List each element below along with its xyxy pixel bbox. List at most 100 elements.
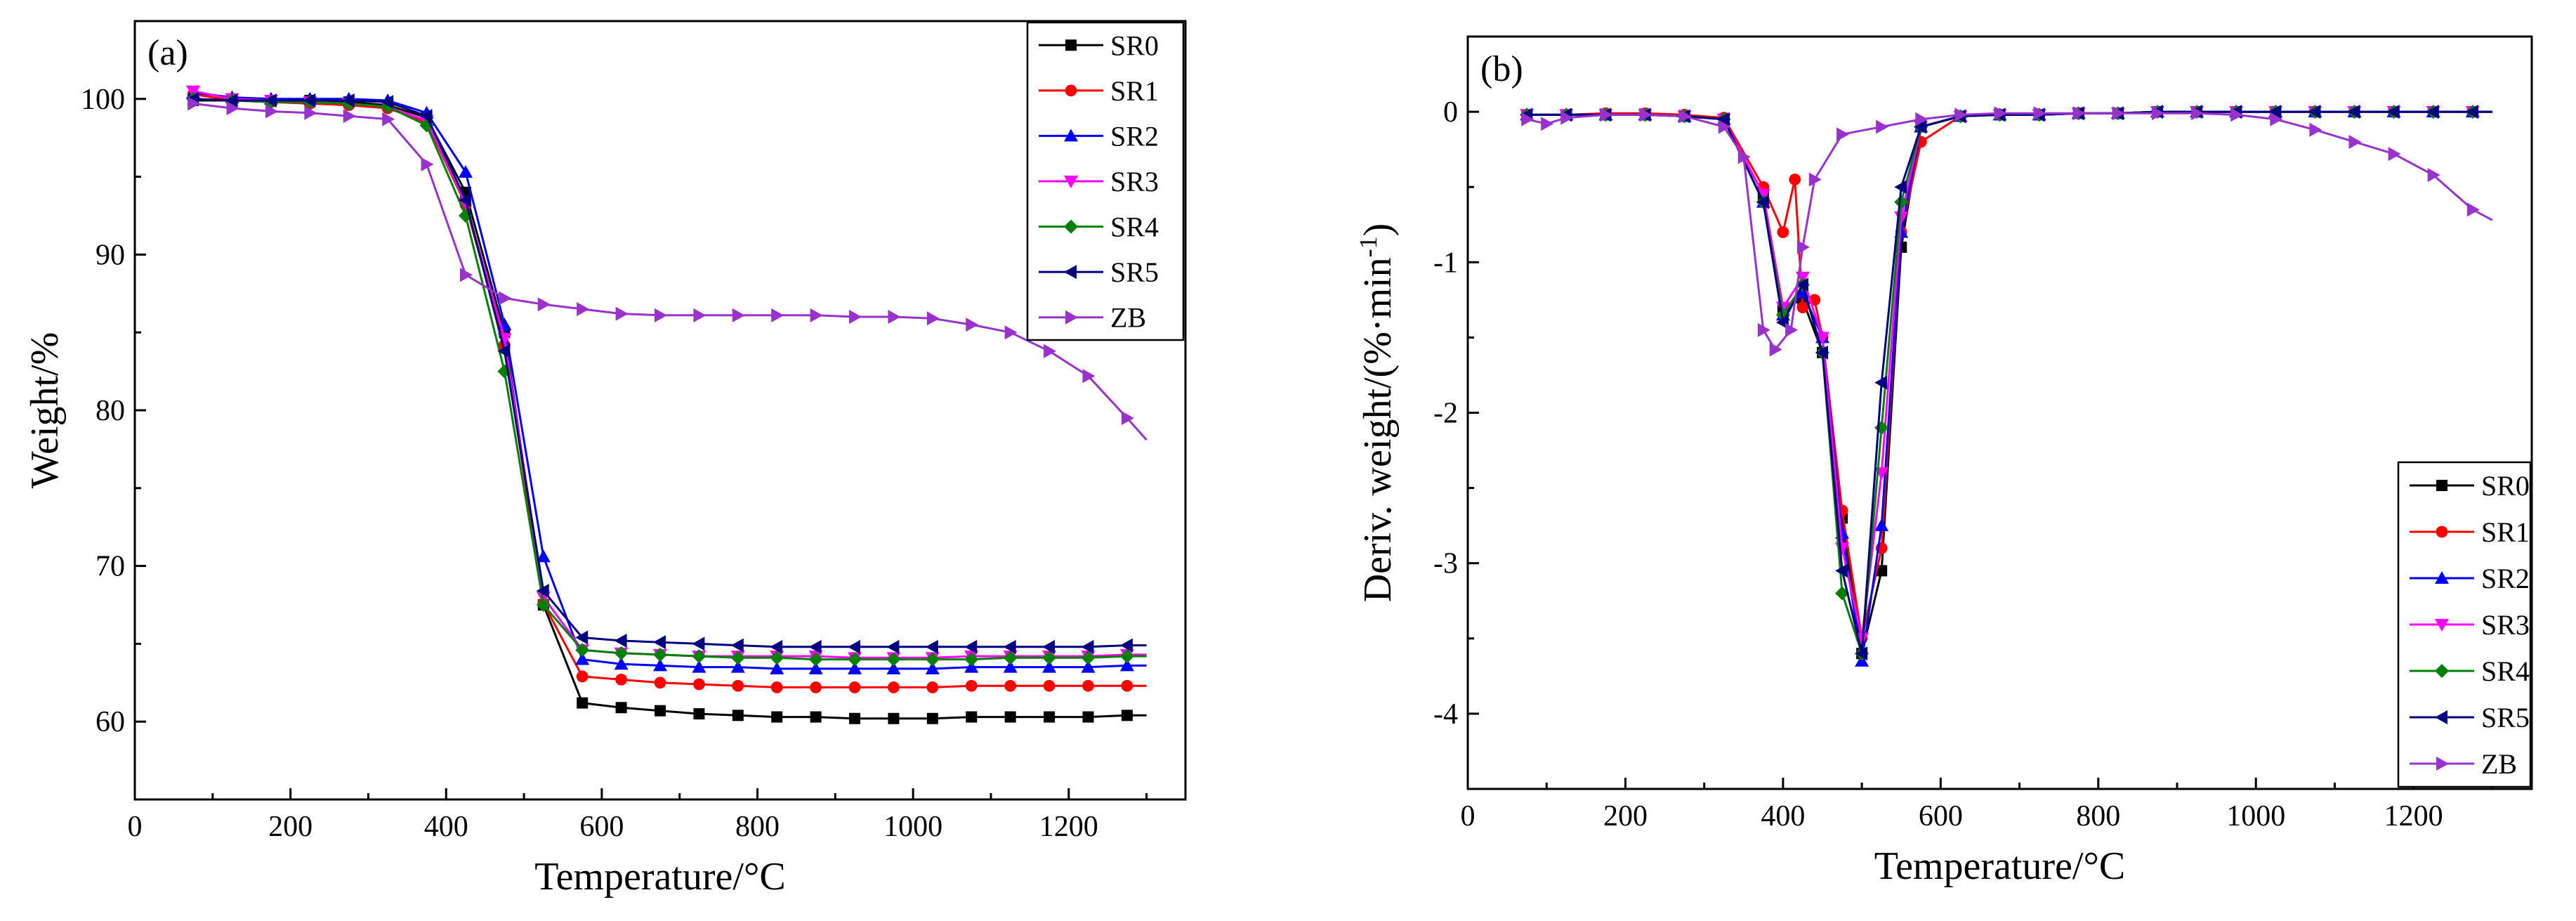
legend-label-SR4: SR4 xyxy=(1110,211,1159,243)
data-point-SR5 xyxy=(1756,195,1769,209)
data-point-ZB xyxy=(2270,112,2283,126)
data-point-SR4 xyxy=(1003,651,1018,665)
legend-marker-ZB xyxy=(2436,757,2449,771)
x-tick-label: 400 xyxy=(424,811,468,843)
series-line-SR2 xyxy=(192,91,1147,670)
data-point-SR5 xyxy=(2465,105,2478,119)
data-point-SR5 xyxy=(653,635,666,650)
data-point-ZB xyxy=(577,301,590,316)
data-point-SR5 xyxy=(848,639,861,654)
y-tick-label: -2 xyxy=(1433,398,1458,430)
series-line-SR0 xyxy=(193,99,1147,720)
data-point-SR3 xyxy=(186,85,201,98)
data-point-ZB xyxy=(1541,117,1554,131)
data-point-SR4 xyxy=(536,598,551,612)
data-point-SR2 xyxy=(1042,660,1057,673)
data-point-SR1 xyxy=(1121,679,1133,692)
data-point-SR2 xyxy=(1119,658,1134,672)
data-point-SR2 xyxy=(575,652,590,665)
x-tick-label: 400 xyxy=(1761,800,1805,832)
legend-label-ZB: ZB xyxy=(2481,748,2517,780)
data-point-SR1 xyxy=(810,681,822,693)
data-point-ZB xyxy=(2388,147,2401,162)
data-point-SR0 xyxy=(810,711,822,723)
data-point-ZB xyxy=(2348,134,2362,149)
data-point-SR5 xyxy=(2308,105,2321,119)
data-point-SR2 xyxy=(653,658,667,672)
data-point-ZB xyxy=(1915,112,1928,126)
data-point-ZB xyxy=(693,308,707,322)
data-point-SR5 xyxy=(808,639,822,654)
data-point-ZB xyxy=(2112,106,2125,121)
data-point-SR5 xyxy=(1081,639,1094,654)
data-point-ZB xyxy=(810,308,823,322)
data-point-SR5 xyxy=(458,192,471,207)
data-point-ZB xyxy=(2151,106,2164,121)
data-point-SR1 xyxy=(1004,679,1017,692)
series-line-SR3 xyxy=(1527,110,2492,640)
series-SR4 xyxy=(1520,105,2492,661)
data-point-SR5 xyxy=(1716,112,1730,126)
data-point-ZB xyxy=(1808,172,1822,187)
data-point-SR2 xyxy=(808,661,823,674)
data-point-SR0 xyxy=(771,711,783,723)
data-point-ZB xyxy=(1769,342,1782,357)
data-point-SR5 xyxy=(730,638,744,653)
data-point-SR5 xyxy=(1042,639,1056,654)
chart-panel-b: 0 200 400 600 800 1000 1200 0 -1 -2 -3 -4 Temperatur… xyxy=(1354,35,2533,888)
x-axis-title: Temperature/°C xyxy=(1874,844,2125,888)
series-line-ZB xyxy=(192,102,1148,441)
legend-label-ZB: ZB xyxy=(1110,302,1146,334)
series-SR4 xyxy=(186,91,1147,667)
data-point-SR2 xyxy=(536,549,551,563)
data-point-SR5 xyxy=(1835,563,1848,578)
data-point-SR5 xyxy=(263,93,277,108)
data-point-SR1 xyxy=(965,679,978,692)
y-tick-label: 100 xyxy=(81,84,125,116)
y-tick-label: 60 xyxy=(96,706,125,738)
data-point-ZB xyxy=(1082,369,1096,384)
data-point-ZB xyxy=(1600,107,1613,122)
x-tick-label: 200 xyxy=(1603,800,1648,832)
data-point-ZB xyxy=(1004,325,1018,340)
data-point-SR1 xyxy=(1043,679,1056,692)
series-SR0 xyxy=(1521,106,2492,660)
data-point-SR4 xyxy=(575,643,590,658)
data-point-ZB xyxy=(2033,106,2046,121)
series-line-SR3 xyxy=(192,90,1147,659)
data-point-SR5 xyxy=(1003,639,1016,654)
legend: SR0 SR1 SR2 SR3 SR4 SR5 ZB xyxy=(1026,21,1185,341)
legend-marker-ZB xyxy=(1065,310,1078,325)
legend-label-SR0: SR0 xyxy=(1110,30,1159,61)
data-point-SR5 xyxy=(1119,638,1133,653)
series-line-SR1 xyxy=(192,93,1147,688)
data-point-SR2 xyxy=(964,660,979,673)
y-tick-label: 80 xyxy=(96,395,125,427)
data-point-SR5 xyxy=(614,633,627,648)
legend-label-SR3: SR3 xyxy=(2481,609,2530,641)
legend-marker-SR2 xyxy=(2435,571,2449,584)
data-point-SR4 xyxy=(770,651,784,665)
data-point-ZB xyxy=(1639,107,1652,122)
series-SR1 xyxy=(187,88,1147,693)
data-point-SR5 xyxy=(303,93,316,108)
series-line-SR1 xyxy=(1527,110,2492,640)
data-point-ZB xyxy=(421,157,434,171)
data-point-SR4 xyxy=(692,649,707,664)
chart-panel-a: 0 200 400 600 800 1000 1200 60 70 80 90 100 Temperat… xyxy=(23,20,1187,899)
panel-label: (a) xyxy=(147,33,188,73)
data-point-SR1 xyxy=(1777,226,1789,238)
data-point-ZB xyxy=(1678,109,1692,124)
series-SR3 xyxy=(1520,106,2492,646)
data-point-ZB xyxy=(1044,344,1057,358)
data-point-SR5 xyxy=(2386,105,2400,119)
data-point-SR5 xyxy=(1855,646,1868,661)
x-tick-label: 200 xyxy=(268,811,313,843)
data-point-SR4 xyxy=(964,652,979,667)
y-tick-label: -1 xyxy=(1433,247,1458,279)
data-point-SR1 xyxy=(770,681,783,693)
legend-label-SR0: SR0 xyxy=(2481,470,2530,502)
data-point-SR2 xyxy=(1003,660,1018,673)
series-ZB xyxy=(188,96,1148,441)
data-point-SR4 xyxy=(925,652,940,667)
